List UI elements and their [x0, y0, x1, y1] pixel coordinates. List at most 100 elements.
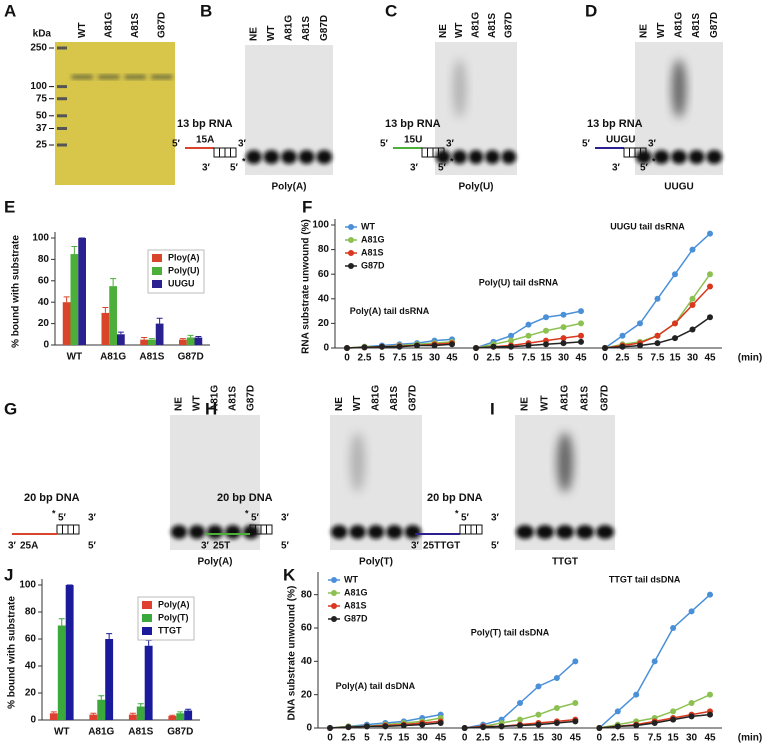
- lane-label: A81G: [103, 12, 114, 38]
- ladder-label: 100: [30, 81, 47, 92]
- end-label: 5′: [281, 541, 290, 552]
- data-point: [363, 723, 370, 730]
- end-label: 5′: [640, 163, 649, 174]
- free-probe-band: [367, 525, 385, 539]
- x-tick-label: 0: [462, 733, 468, 744]
- error-bar: [50, 711, 57, 714]
- data-point: [596, 725, 603, 731]
- data-point: [508, 337, 514, 344]
- data-point: [578, 338, 584, 345]
- bar: [78, 238, 86, 345]
- y-tick-label: 40: [318, 293, 330, 304]
- data-point: [480, 724, 487, 731]
- free-probe-band: [224, 525, 242, 539]
- free-probe-band: [170, 525, 188, 539]
- free-probe-band: [468, 150, 484, 164]
- data-point: [637, 342, 643, 349]
- data-point: [654, 295, 661, 302]
- x-tick-label: WT: [54, 727, 70, 738]
- data-point: [688, 700, 695, 706]
- data-point: [525, 342, 532, 349]
- error-bar: [145, 639, 152, 646]
- data-point: [578, 320, 584, 327]
- data-point: [707, 283, 713, 290]
- data-point: [707, 314, 713, 321]
- error-bar: [63, 296, 70, 303]
- x-tick-label: 5: [499, 733, 505, 744]
- ladder-label: 75: [36, 93, 48, 104]
- error-bar: [179, 338, 186, 340]
- free-probe-band: [576, 525, 594, 539]
- asterisk: *: [245, 508, 249, 518]
- data-point: [633, 691, 640, 698]
- legend-marker: [348, 263, 354, 269]
- data-point: [560, 335, 567, 342]
- x-tick-label: 5: [637, 353, 643, 364]
- ladder-band: [57, 126, 67, 130]
- y-tick-label: 100: [19, 580, 36, 591]
- x-tick-label: 15: [533, 733, 545, 744]
- y-tick-label: 20: [318, 318, 330, 329]
- legend-label: WT: [344, 574, 358, 584]
- x-tick-label: 30: [686, 733, 698, 744]
- gel-caption: Poly(T): [359, 557, 393, 568]
- data-point: [517, 716, 523, 723]
- data-point: [578, 308, 584, 315]
- bar: [186, 337, 195, 345]
- bar: [194, 337, 203, 345]
- shifted-complex: [557, 432, 573, 492]
- data-point: [654, 340, 661, 347]
- x-tick-label: 7.5: [651, 353, 665, 364]
- asterisk: *: [652, 156, 656, 166]
- x-tick-label: 0: [597, 733, 603, 744]
- legend-marker: [331, 577, 337, 583]
- end-label: 3′: [491, 513, 500, 524]
- bar: [179, 339, 187, 345]
- free-probe-band: [349, 525, 366, 539]
- bar: [49, 713, 58, 720]
- legend-swatch: [152, 280, 162, 288]
- data-point: [572, 658, 579, 665]
- data-point: [707, 711, 713, 718]
- legend-marker: [331, 603, 337, 609]
- asterisk: *: [52, 508, 56, 518]
- x-tick-label: A81S: [139, 352, 164, 363]
- error-bar: [137, 703, 144, 707]
- data-point: [344, 345, 350, 351]
- bar: [168, 715, 177, 720]
- ladder-band: [57, 46, 67, 50]
- bar: [176, 713, 185, 720]
- shifted-complex: [671, 59, 687, 118]
- end-label: 3′: [612, 163, 621, 174]
- error-bar: [110, 278, 117, 287]
- legend-swatch: [152, 254, 162, 262]
- legend-label: WT: [361, 221, 375, 231]
- y-tick-label: 20: [38, 318, 50, 329]
- ladder-label: 250: [30, 43, 47, 54]
- data-point: [560, 340, 567, 347]
- panel-letter: D: [585, 1, 597, 20]
- x-tick-label: 7.5: [522, 353, 536, 364]
- legend-label: Poly(A): [158, 599, 190, 609]
- free-probe-band: [404, 525, 422, 539]
- end-label: 5′: [251, 513, 260, 524]
- data-point: [327, 725, 333, 731]
- end-label: 3′: [648, 139, 657, 150]
- x-tick-label: 2.5: [476, 733, 490, 744]
- free-probe-band: [706, 150, 723, 164]
- x-tick-label: A81G: [100, 352, 126, 363]
- panel-letter: J: [4, 565, 13, 584]
- protein-band: [98, 75, 120, 79]
- end-label: 5′: [172, 139, 181, 150]
- error-bar: [141, 337, 148, 340]
- lane-label: WT: [540, 395, 551, 411]
- legend-label: A81S: [344, 600, 367, 610]
- ladder-band: [57, 114, 67, 118]
- data-point: [689, 301, 696, 308]
- x-tick-label: 45: [435, 733, 447, 744]
- end-label: 3′: [201, 541, 210, 552]
- legend-label: A81G: [344, 587, 368, 597]
- error-bar: [106, 633, 113, 639]
- gel-caption: TTGT: [552, 557, 578, 568]
- y-tick-label: 40: [25, 661, 37, 672]
